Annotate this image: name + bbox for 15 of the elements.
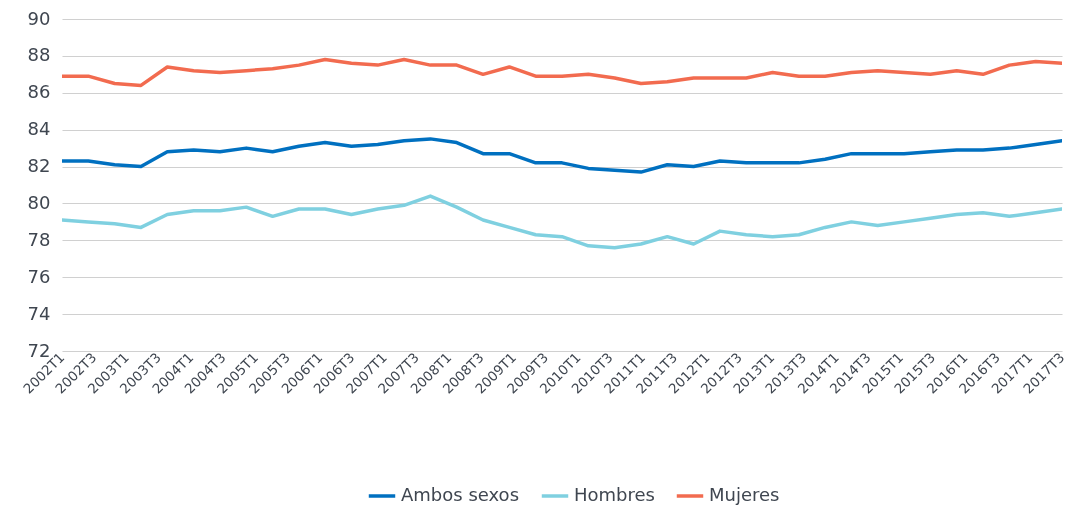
y-tick-label: 74 — [27, 302, 51, 324]
y-tick-label: 82 — [27, 155, 51, 177]
y-tick-label: 76 — [27, 265, 51, 287]
legend-label: Ambos sexos — [401, 484, 520, 505]
line-series — [62, 194, 1062, 250]
legend-label: Mujeres — [709, 484, 780, 505]
y-tick-label: 78 — [27, 228, 51, 250]
y-tick-label: 80 — [27, 191, 51, 213]
line-series — [62, 57, 1062, 88]
y-tick-label: 84 — [27, 118, 51, 140]
y-tick-label: 90 — [27, 7, 51, 29]
y-tick-label: 86 — [27, 81, 51, 103]
line-series — [62, 137, 1062, 174]
y-tick-label: 88 — [27, 44, 51, 66]
legend-label: Hombres — [574, 484, 655, 505]
